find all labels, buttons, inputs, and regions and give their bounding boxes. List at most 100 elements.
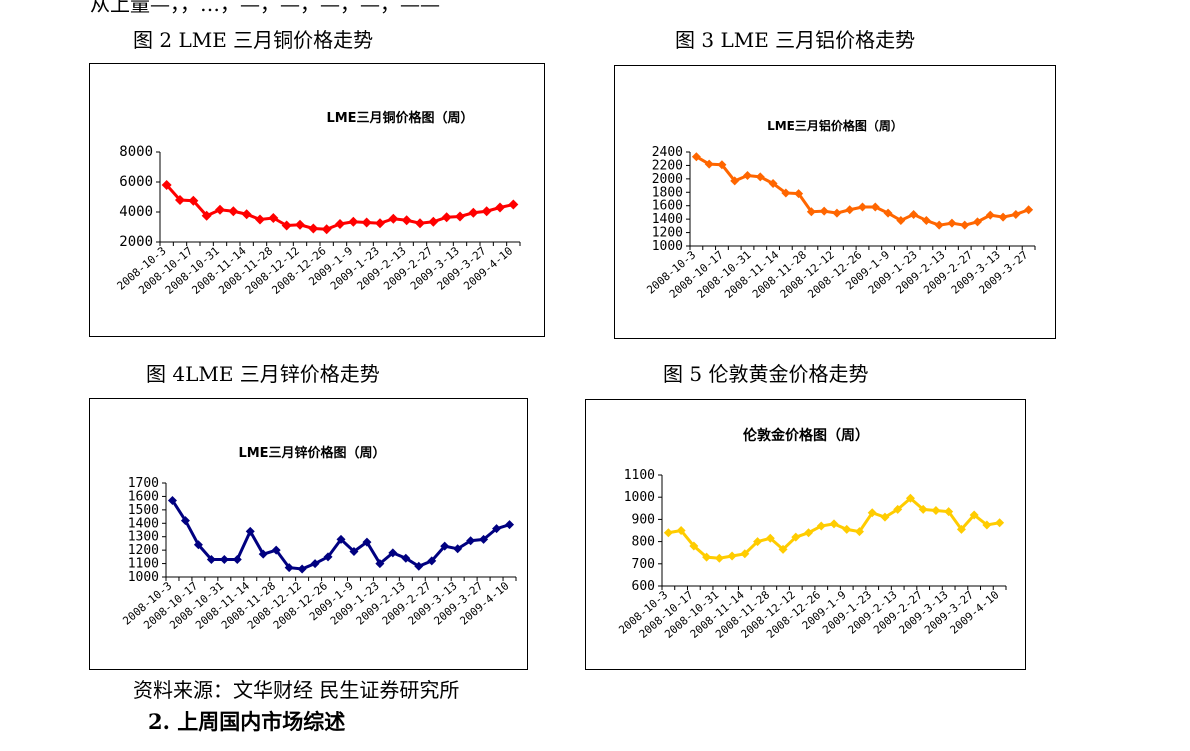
chart-title: LME三月铝价格图（周） — [767, 118, 903, 133]
data-point — [481, 206, 492, 217]
data-point — [258, 549, 268, 559]
data-point — [492, 524, 502, 534]
chart-title: LME三月铜价格图（周） — [326, 110, 473, 126]
y-tick-label: 1000 — [652, 239, 683, 254]
data-point — [440, 541, 450, 551]
data-point — [508, 199, 519, 210]
aluminum-chart-svg: LME三月铝价格图（周） 2400220020001800160014001200… — [644, 118, 1036, 301]
data-point — [323, 552, 333, 562]
data-point — [845, 205, 855, 215]
data-point — [375, 559, 385, 569]
y-tick-label: 1200 — [652, 226, 683, 241]
data-point — [401, 553, 411, 563]
data-point — [281, 220, 292, 231]
data-point — [414, 561, 424, 571]
data-point — [232, 555, 242, 565]
data-point — [998, 212, 1008, 222]
data-point — [215, 204, 225, 215]
data-point — [982, 520, 992, 530]
y-tick-label: 1600 — [652, 199, 683, 214]
data-point — [944, 507, 954, 517]
data-point — [335, 219, 345, 229]
data-point — [765, 533, 775, 543]
data-point — [297, 564, 307, 574]
data-point — [193, 540, 203, 550]
data-point — [870, 202, 880, 212]
data-point — [401, 215, 412, 226]
data-point — [973, 217, 982, 227]
data-point — [740, 549, 750, 559]
zinc-chart-svg: LME三月锌价格图（周） 1700160015001400130012001100… — [120, 445, 517, 632]
y-tick-label: 2200 — [652, 158, 683, 173]
data-point — [479, 534, 489, 544]
data-point — [206, 555, 216, 565]
data-point — [794, 189, 804, 199]
data-point — [947, 218, 957, 228]
figure-3-caption: 图 3 LME 三月铝价格走势 — [675, 28, 916, 52]
data-point — [336, 534, 346, 544]
y-tick-label: 1400 — [652, 212, 683, 227]
y-tick-label: 1000 — [624, 490, 655, 505]
data-point — [960, 220, 970, 230]
data-point — [858, 202, 867, 212]
data-point — [167, 495, 177, 505]
data-point — [730, 176, 740, 186]
chart-title: LME三月锌价格图（周） — [238, 445, 385, 461]
data-point — [880, 512, 890, 522]
data-point — [717, 160, 727, 170]
y-tick-label: 1100 — [128, 557, 159, 572]
data-point — [956, 524, 966, 534]
data-point — [829, 519, 839, 529]
data-point — [349, 546, 359, 556]
data-point — [704, 159, 714, 169]
gold-chart: 伦敦金价格图（周） 1100 1000 900 800 700 600 2008-10-3 20… — [585, 399, 1026, 670]
data-point — [428, 216, 439, 227]
figure-5-caption: 图 5 伦敦黄金价格走势 — [663, 362, 869, 386]
data-point — [995, 518, 1005, 528]
data-point — [893, 504, 903, 514]
y-tick-label: 1000 — [128, 570, 159, 585]
y-tick-label: 2000 — [119, 234, 153, 250]
data-point — [921, 215, 931, 225]
section-heading: 2. 上周国内市场综述 — [148, 709, 346, 734]
data-point — [453, 544, 463, 554]
data-point — [753, 537, 763, 547]
y-tick-label: 1400 — [128, 516, 159, 531]
data-point — [934, 220, 944, 230]
data-point — [663, 528, 673, 538]
copy-chart-svg: LME三月铜价格图（周）80006000400020002008-10-3200… — [115, 110, 521, 297]
data-point — [441, 212, 452, 223]
data-point — [743, 171, 752, 180]
data-point — [268, 213, 279, 223]
top-text-fragment: 从上量—，，…，—，—，—，—，—— — [90, 0, 440, 16]
data-point — [883, 208, 893, 218]
data-point — [842, 524, 852, 534]
data-point — [918, 504, 928, 514]
data-point — [295, 219, 305, 230]
data-point — [781, 188, 791, 198]
data-point — [161, 180, 172, 190]
data-point — [348, 216, 359, 227]
data-point — [819, 206, 829, 216]
gold-chart-svg: 伦敦金价格图（周）110010009008007006002008-10-320… — [616, 427, 1007, 641]
y-tick-label: 600 — [632, 579, 655, 594]
data-point — [1011, 209, 1021, 219]
y-tick-label: 800 — [632, 535, 655, 550]
zinc-chart: LME三月锌价格图（周） 1700 1600 1500 1400 1300 1200 1100… — [89, 398, 528, 670]
data-point — [361, 217, 372, 228]
data-point — [1024, 205, 1034, 215]
chart-title: 伦敦金价格图（周） — [743, 427, 869, 444]
data-point — [175, 195, 185, 205]
data-point — [905, 493, 915, 503]
data-point — [727, 551, 737, 561]
data-point — [219, 555, 229, 565]
data-point — [806, 207, 816, 217]
data-point — [969, 510, 979, 520]
aluminum-chart: LME三月铝价格图（周） 2400 2200 2000 1800 1600 1400 1200… — [614, 65, 1056, 339]
data-point — [702, 552, 712, 562]
data-point — [201, 210, 212, 221]
data-point — [867, 508, 877, 518]
data-point — [931, 506, 941, 516]
y-tick-label: 8000 — [119, 144, 153, 160]
data-point — [466, 536, 476, 546]
